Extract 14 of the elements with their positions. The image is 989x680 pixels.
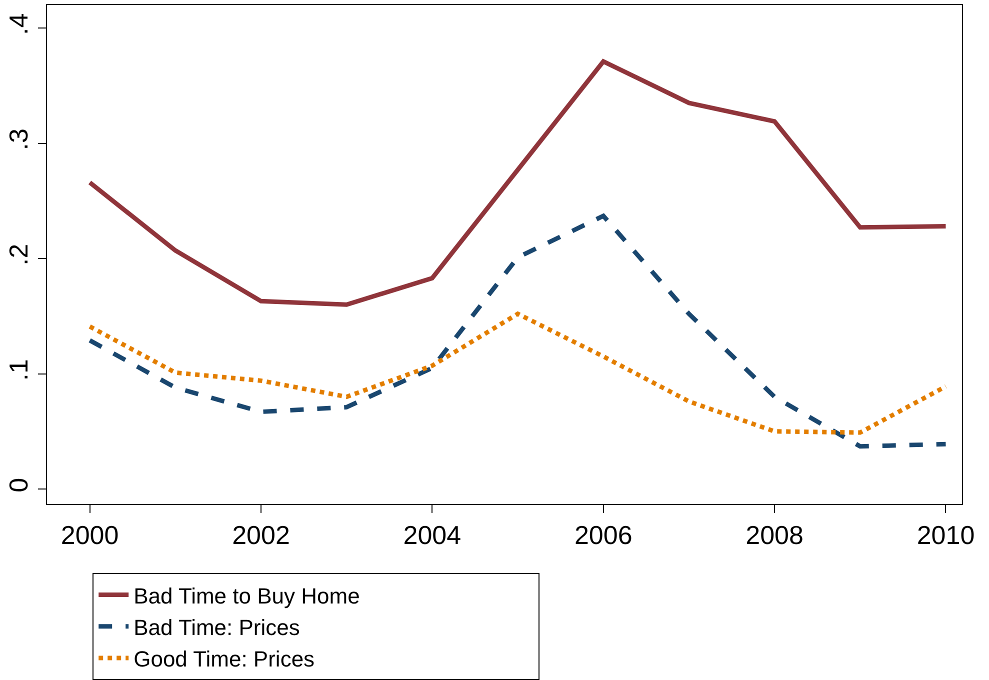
x-tick-label: 2000	[60, 520, 119, 550]
x-tick-label: 2010	[916, 520, 975, 550]
x-tick-label: 2004	[403, 520, 462, 550]
y-tick-label: .3	[4, 128, 34, 150]
x-tick-label: 2002	[232, 520, 290, 550]
y-tick-label: .1	[4, 359, 34, 381]
y-tick-label: .2	[4, 244, 34, 266]
legend-label: Bad Time: Prices	[134, 614, 300, 640]
x-tick-label: 2008	[746, 520, 804, 550]
legend-label: Bad Time to Buy Home	[134, 583, 360, 608]
y-tick-label: 0	[4, 478, 34, 492]
legend-label: Good Time: Prices	[134, 646, 315, 672]
y-tick-label: .4	[4, 13, 34, 35]
x-tick-label: 2006	[574, 520, 632, 550]
